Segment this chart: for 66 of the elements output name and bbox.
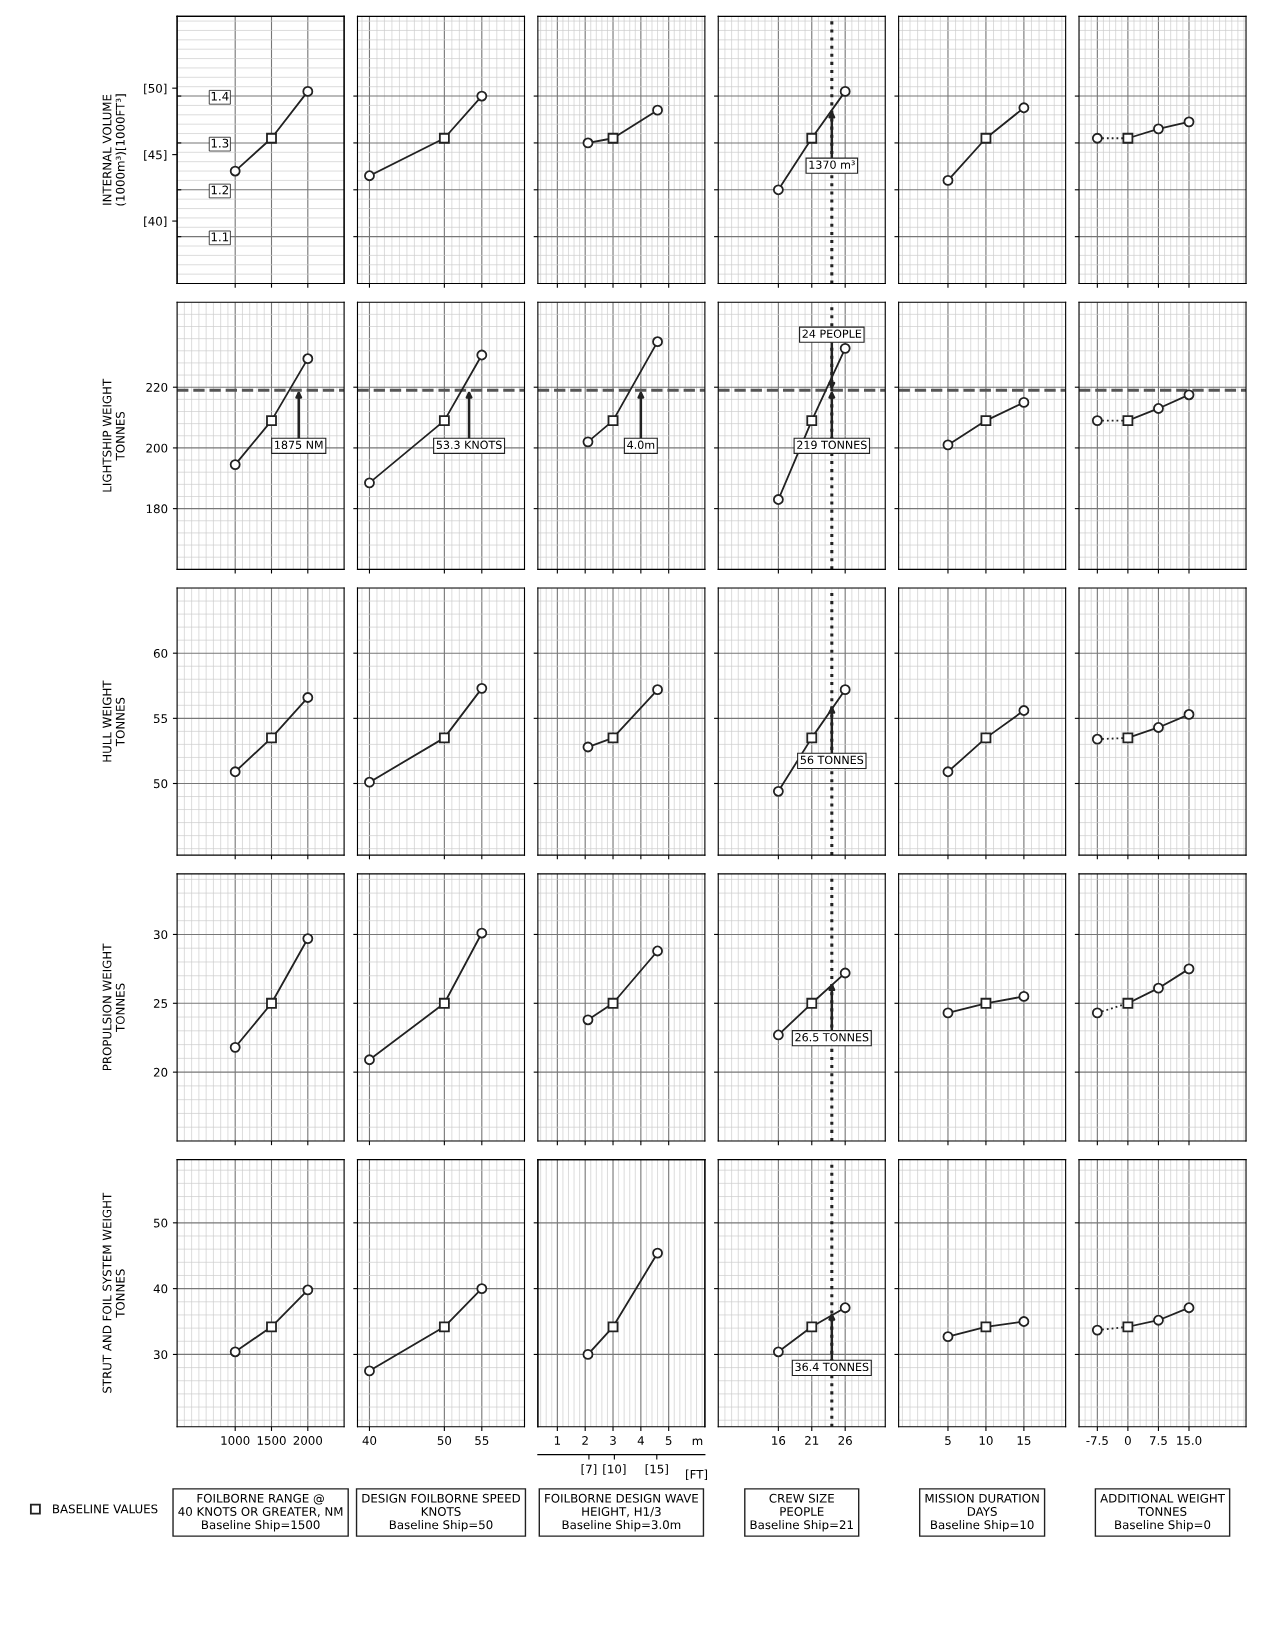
x-tick-label: 2000 (293, 1436, 323, 1445)
x2-tick-label: [10] (603, 1464, 626, 1475)
annotation: 56 TONNES (800, 755, 864, 765)
y2-tick-label: [50] (144, 83, 167, 95)
x-axis-title: FOILBORNE DESIGN WAVE HEIGHT, H1/3 Baseline Ship=3.0m (545, 1493, 698, 1532)
x-tick-label: 26 (838, 1436, 852, 1445)
x-tick-label: 10 (979, 1436, 993, 1445)
x2-tick-label: [7] (581, 1464, 597, 1475)
x-axis-title: CREW SIZE PEOPLE Baseline Ship=21 (750, 1493, 853, 1532)
text: m (692, 1438, 703, 1446)
x-axis-title: FOILBORNE RANGE @ 40 KNOTS OR GREATER, NM Baseline Ship=1500 (178, 1493, 343, 1532)
x-tick-label: 55 (475, 1436, 489, 1445)
x-tick-label: 1 (554, 1436, 561, 1445)
x-tick-label: 2 (582, 1436, 588, 1445)
x-tick-label: 1000 (221, 1436, 250, 1445)
y2-tick-label: [45] (144, 150, 167, 161)
annotation: 36.4 TONNES (795, 1362, 869, 1372)
annotation: 1370 m³ (809, 160, 855, 169)
y-tick-label: 50 (153, 779, 168, 789)
y-tick-label: 220 (146, 382, 168, 392)
y-tick-label: 1.2 (211, 185, 229, 195)
y-tick-label: 1.1 (211, 232, 229, 242)
annotation: 53.3 KNOTS (436, 440, 502, 450)
annotation: 4.0m (627, 440, 655, 450)
x-tick-label: 40 (362, 1436, 377, 1445)
y-axis-title: STRUT AND FOIL SYSTEM WEIGHT TONNES (102, 1192, 125, 1393)
y-tick-label: 1.3 (211, 138, 229, 148)
y-tick-label: 180 (146, 504, 168, 514)
x-tick-label: -7.5 (1086, 1436, 1108, 1445)
annotation: 1875 NM (275, 440, 323, 450)
x-tick-label: 15 (1017, 1436, 1031, 1445)
x-tick-label: 7.5 (1150, 1436, 1167, 1445)
y-tick-label: 60 (153, 648, 168, 658)
x-tick-label: 16 (772, 1436, 786, 1445)
y-axis-title: LIGHTSHIP WEIGHT TONNES (102, 378, 125, 492)
y-tick-label: 25 (153, 999, 168, 1008)
x2-tick-label: [15] (645, 1464, 668, 1475)
y-axis-title: HULL WEIGHT TONNES (102, 680, 125, 762)
legend-label: BASELINE VALUES (53, 1504, 158, 1514)
x-tick-label: 4 (637, 1436, 644, 1445)
annotation: 26.5 TONNES (795, 1033, 869, 1042)
x-axis-title: MISSION DURATION DAYS Baseline Ship=10 (925, 1493, 1039, 1532)
y-tick-label: 55 (153, 714, 168, 723)
y-tick-label: 30 (153, 930, 168, 940)
y-tick-label: 200 (146, 443, 168, 453)
annotation: 219 TONNES (797, 440, 867, 450)
x-tick-label: 5 (945, 1436, 951, 1445)
x-tick-label: 3 (610, 1436, 616, 1445)
x-tick-label: 5 (665, 1436, 672, 1445)
x-axis-title: DESIGN FOILBORNE SPEED KNOTS Baseline Ship=50 (362, 1493, 521, 1532)
y-tick-label: 50 (153, 1218, 168, 1228)
y2-axis-title: INTERNAL VOLUME (1000m³)[1000FT³] (102, 94, 127, 206)
y-tick-label: 30 (153, 1350, 168, 1360)
x-axis-title: ADDITIONAL WEIGHT TONNES Baseline Ship=0 (1100, 1493, 1225, 1532)
x-tick-label: 21 (805, 1436, 819, 1445)
y2-tick-label: [40] (144, 216, 167, 228)
y-tick-label: 20 (153, 1067, 168, 1077)
x-tick-label: 1500 (257, 1436, 286, 1445)
x2-axis-title: [FT] (686, 1469, 708, 1481)
x-tick-label: 15.0 (1177, 1436, 1202, 1445)
x-tick-label: 0 (1124, 1436, 1131, 1445)
x-tick-label: 50 (437, 1436, 452, 1445)
y-axis-title: PROPULSION WEIGHT TONNES (102, 943, 125, 1071)
y-tick-label: 40 (153, 1284, 168, 1294)
annotation: 24 PEOPLE (802, 329, 862, 338)
y-tick-label: 1.4 (211, 91, 229, 101)
